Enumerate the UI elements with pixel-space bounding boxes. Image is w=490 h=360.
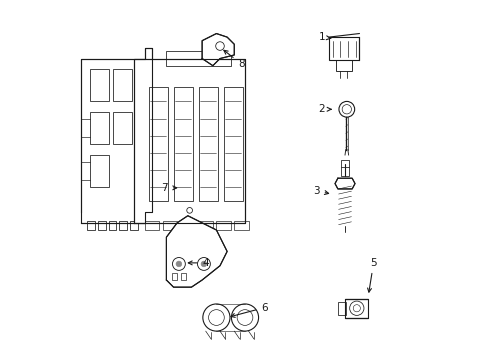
Bar — [163, 221, 177, 230]
Polygon shape — [335, 178, 355, 189]
Bar — [113, 112, 132, 144]
Bar — [345, 299, 368, 318]
Polygon shape — [134, 59, 245, 223]
Text: 8: 8 — [224, 50, 245, 69]
Polygon shape — [81, 48, 152, 223]
Bar — [148, 87, 168, 202]
Polygon shape — [167, 216, 227, 287]
Bar — [198, 221, 213, 230]
Circle shape — [201, 261, 207, 267]
Polygon shape — [202, 33, 234, 66]
Bar — [217, 221, 231, 230]
Bar — [329, 37, 359, 60]
Bar — [234, 221, 248, 230]
Bar — [109, 221, 117, 230]
Bar — [119, 221, 127, 230]
Circle shape — [176, 261, 182, 267]
Bar — [338, 302, 346, 315]
Bar — [113, 69, 132, 102]
Bar — [167, 51, 231, 66]
Bar — [172, 273, 177, 280]
Bar — [90, 155, 109, 187]
Text: 2: 2 — [318, 104, 331, 114]
Bar — [342, 160, 348, 176]
Text: 6: 6 — [231, 302, 268, 318]
Bar — [87, 221, 95, 230]
Bar — [173, 87, 193, 202]
Bar — [98, 221, 106, 230]
Bar — [181, 273, 186, 280]
Text: 5: 5 — [368, 258, 377, 292]
Bar — [90, 112, 109, 144]
Text: 1: 1 — [318, 32, 331, 42]
Bar — [90, 69, 109, 102]
Text: 7: 7 — [161, 183, 177, 193]
Bar — [145, 221, 159, 230]
Bar — [223, 87, 243, 202]
Bar — [130, 221, 138, 230]
Bar — [198, 87, 218, 202]
Bar — [336, 60, 352, 71]
Text: 3: 3 — [313, 186, 329, 196]
Text: 4: 4 — [188, 258, 209, 268]
Bar — [181, 221, 195, 230]
